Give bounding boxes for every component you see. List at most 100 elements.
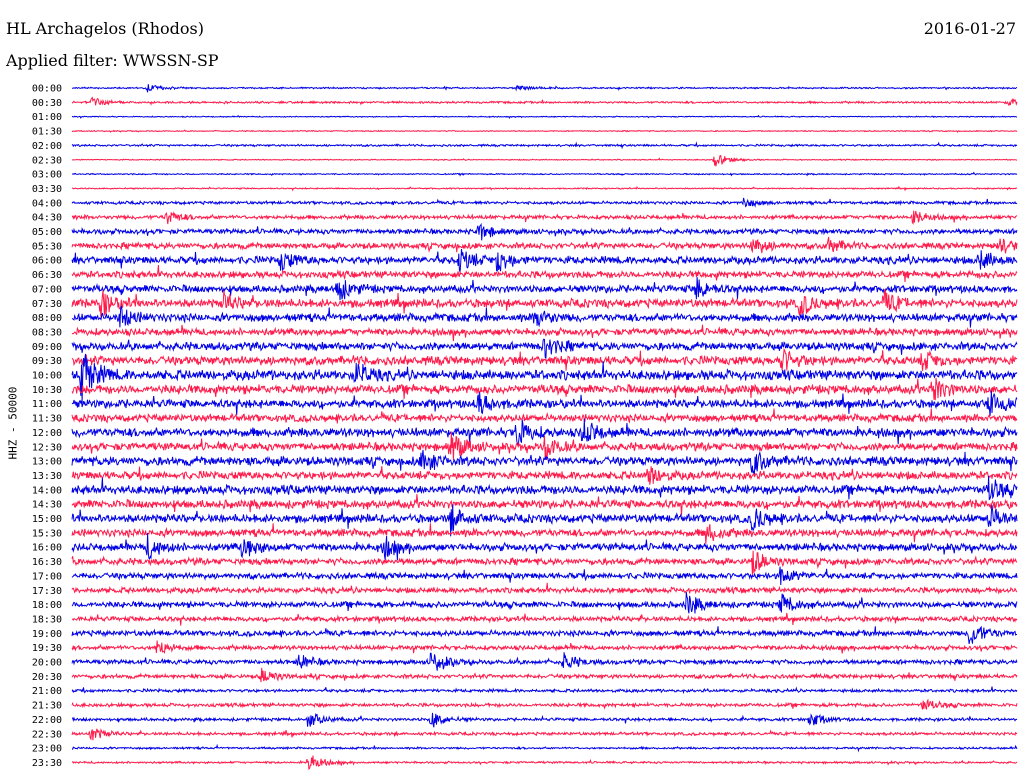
row-time-label: 04:00: [32, 198, 62, 209]
date-label: 2016-01-27: [923, 19, 1016, 38]
row-time-label: 03:30: [32, 184, 62, 195]
trace-line: [71, 305, 1018, 328]
trace-line: [71, 523, 1018, 544]
row-time-label: 13:00: [32, 457, 62, 468]
trace-line: [71, 686, 1018, 695]
trace-line: [71, 210, 1018, 225]
row-time-label: 07:30: [32, 299, 62, 310]
trace-line: [71, 248, 1018, 273]
trace-line: [71, 141, 1018, 150]
row-time-label: 22:30: [32, 729, 62, 740]
trace-line: [71, 493, 1018, 516]
trace-line: [71, 728, 1018, 741]
trace-line: [71, 197, 1018, 208]
row-time-label: 10:30: [32, 385, 62, 396]
row-time-label: 09:30: [32, 356, 62, 367]
trace-line: [71, 418, 1018, 447]
row-time-label: 17:00: [32, 571, 62, 582]
row-time-label: 19:00: [32, 629, 62, 640]
row-time-label: 08:00: [32, 313, 62, 324]
row-time-label: 09:00: [32, 342, 62, 353]
row-time-label: 07:00: [32, 284, 62, 295]
trace-line: [71, 171, 1018, 177]
row-time-label: 05:30: [32, 241, 62, 252]
trace-line: [71, 698, 1018, 710]
row-time-label: 04:30: [32, 213, 62, 224]
trace-line: [71, 222, 1018, 241]
trace-line: [72, 185, 1017, 192]
row-time-label: 01:00: [32, 112, 62, 123]
row-time-label: 20:00: [32, 658, 62, 669]
row-time-label: 02:00: [32, 141, 62, 152]
trace-line: [71, 431, 1018, 461]
row-time-label: 20:30: [32, 672, 62, 683]
filter-label: Applied filter: WWSSN-SP: [6, 51, 219, 70]
row-time-label: 02:30: [32, 155, 62, 166]
row-time-label: 23:00: [32, 744, 62, 755]
row-time-label: 11:30: [32, 414, 62, 425]
seismogram-traces: [71, 84, 1018, 771]
trace-line: [71, 84, 1018, 93]
row-time-label: 23:30: [32, 758, 62, 769]
row-time-label: 19:30: [32, 643, 62, 654]
trace-line: [71, 743, 1018, 753]
trace-line: [71, 236, 1018, 254]
row-time-label: 13:30: [32, 471, 62, 482]
trace-line: [71, 667, 1018, 683]
trace-line: [71, 612, 1018, 626]
row-time-label: 18:30: [32, 614, 62, 625]
trace-line: [71, 566, 1018, 586]
row-time-label: 08:30: [32, 327, 62, 338]
row-time-label: 18:00: [32, 600, 62, 611]
row-time-label: 15:00: [32, 514, 62, 525]
row-time-label: 16:00: [32, 543, 62, 554]
trace-line: [71, 591, 1018, 614]
trace-line: [71, 755, 1018, 771]
row-time-label: 00:30: [32, 98, 62, 109]
trace-line: [71, 338, 1018, 360]
trace-line: [71, 347, 1018, 371]
row-time-label: 10:00: [32, 371, 62, 382]
trace-line: [71, 550, 1018, 576]
row-time-label: 16:30: [32, 557, 62, 568]
trace-line: [71, 377, 1018, 401]
trace-line: [71, 324, 1018, 342]
trace-line: [71, 155, 1018, 167]
row-time-label: 00:00: [32, 84, 62, 95]
trace-line: [71, 277, 1018, 301]
trace-line: [71, 129, 1018, 133]
trace-line: [71, 408, 1018, 424]
row-time-label: 06:30: [32, 270, 62, 281]
row-time-label: 12:30: [32, 442, 62, 453]
row-time-label: 01:30: [32, 127, 62, 138]
trace-line: [71, 712, 1018, 728]
row-time-label: 14:30: [32, 500, 62, 511]
trace-line: [71, 264, 1018, 283]
row-time-label: 21:00: [32, 686, 62, 697]
row-time-label: 05:00: [32, 227, 62, 238]
row-time-label: 11:00: [32, 399, 62, 410]
trace-line: [71, 652, 1018, 671]
trace-line: [71, 640, 1018, 655]
row-time-label: 06:00: [32, 256, 62, 267]
trace-line: [71, 449, 1018, 475]
trace-line: [71, 390, 1018, 417]
row-time-label: 21:30: [32, 701, 62, 712]
row-time-label: 22:00: [32, 715, 62, 726]
trace-line: [71, 504, 1018, 537]
row-time-labels: 00:00 00:30 01:00 01:30 02:00 02:30 03:00 03:30…: [32, 84, 62, 769]
trace-line: [71, 625, 1018, 644]
trace-line: [71, 532, 1018, 561]
trace-line: [71, 353, 1018, 403]
trace-line: [71, 114, 1018, 120]
trace-line: [71, 289, 1018, 319]
trace-line: [71, 475, 1018, 501]
station-title: HL Archagelos (Rhodos): [6, 19, 204, 38]
row-time-label: 03:00: [32, 170, 62, 181]
row-time-label: 15:30: [32, 528, 62, 539]
row-time-label: 12:00: [32, 428, 62, 439]
row-time-label: 14:00: [32, 485, 62, 496]
trace-line: [71, 582, 1018, 595]
trace-line: [71, 96, 1018, 107]
